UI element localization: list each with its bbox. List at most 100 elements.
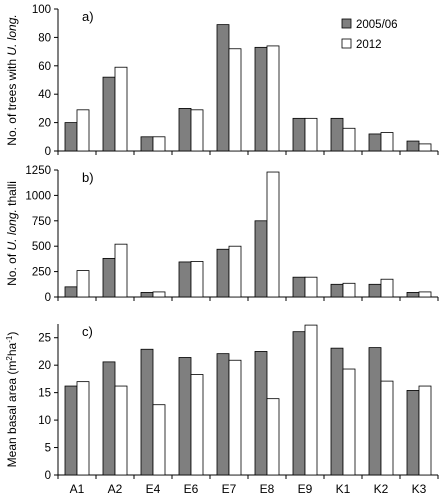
x-category-label: E4 <box>146 482 161 496</box>
bar-s2-E6 <box>190 261 204 298</box>
bar-s2-E6 <box>190 374 204 476</box>
bar-s1-A1 <box>64 286 78 298</box>
bar-s1-K2 <box>368 347 382 476</box>
y-label-sup: 2 <box>5 356 14 361</box>
bar-s1-K1 <box>330 283 344 298</box>
legend-label: 2012 <box>356 39 382 51</box>
bar-s1-E9 <box>292 276 306 298</box>
bar-s2-A2 <box>114 243 128 298</box>
bar-s1-E7 <box>216 248 230 298</box>
panel-b: 0 250 500 750 1000 1250 b) No. of U. long. thal… <box>5 165 439 304</box>
bar-s2-E7 <box>228 359 242 476</box>
bar-s1-A2 <box>102 361 116 476</box>
legend-label: 2005/06 <box>356 19 398 31</box>
bar-s2-E9 <box>304 276 318 298</box>
x-category-label: A2 <box>108 482 123 496</box>
bar-s1-K3 <box>406 140 420 152</box>
bar-s2-E9 <box>304 117 318 152</box>
panel-a: 0 20 40 60 80 100 a) No. of trees with U. long.… <box>5 4 439 158</box>
bar-s2-K2 <box>380 380 394 476</box>
bar-s1-E8 <box>254 351 268 476</box>
x-category-label: K1 <box>336 482 351 496</box>
bar-s1-E4 <box>140 136 154 152</box>
bar-s1-E4 <box>140 348 154 476</box>
bar-s1-E4 <box>140 292 154 298</box>
x-category-label: E6 <box>184 482 199 496</box>
bar-s2-E7 <box>228 48 242 152</box>
legend-swatch <box>341 38 352 49</box>
bar-s1-E8 <box>254 220 268 298</box>
y-tick-label: 10 <box>38 415 51 427</box>
bar-s1-E7 <box>216 353 230 476</box>
y-tick-label: 250 <box>32 267 51 279</box>
bar-s2-K2 <box>380 132 394 152</box>
bar-s2-K1 <box>342 368 356 476</box>
y-tick-label: 1250 <box>25 165 51 177</box>
y-tick-label: 40 <box>38 89 51 101</box>
y-label-italic: U. long. <box>5 14 19 55</box>
bar-s2-K3 <box>418 143 432 152</box>
bar-s1-A2 <box>102 257 116 298</box>
x-category-label: K2 <box>374 482 389 496</box>
bar-s1-E6 <box>178 261 192 298</box>
legend-swatch <box>341 18 352 29</box>
y-axis-label: No. of trees with U. long. <box>5 14 19 145</box>
bar-s2-A2 <box>114 66 128 152</box>
bar-s2-K3 <box>418 385 432 476</box>
bar-s2-K1 <box>342 282 356 298</box>
bar-s2-A2 <box>114 385 128 476</box>
y-label-text: No. of trees with <box>5 56 19 146</box>
bar-s1-K2 <box>368 133 382 152</box>
bar-s2-E9 <box>304 324 318 476</box>
bar-s1-A1 <box>64 122 78 152</box>
y-tick-label: 20 <box>38 118 51 130</box>
bar-s2-E7 <box>228 245 242 298</box>
bar-s2-E6 <box>190 109 204 152</box>
x-category-label: E7 <box>222 482 237 496</box>
y-tick-label: 0 <box>45 292 51 304</box>
panel-label: c) <box>82 324 93 339</box>
bar-s1-E6 <box>178 357 192 476</box>
bar-s1-K2 <box>368 283 382 298</box>
bar-s2-E8 <box>266 171 280 298</box>
bar-s1-E6 <box>178 108 192 152</box>
panel-c: 0 5 10 15 20 25 A1 A2 E4 E6 E7 E8 E9 K1 K2 K3 c) Mean bas… <box>5 324 439 496</box>
y-tick-label: 15 <box>38 388 51 400</box>
y-label-text: thalli <box>5 181 19 209</box>
x-category-label: E9 <box>298 482 313 496</box>
y-tick-label: 1000 <box>25 190 51 202</box>
bar-s1-E7 <box>216 24 230 152</box>
bar-s1-E9 <box>292 331 306 476</box>
bar-s1-E8 <box>254 46 268 152</box>
panel-label: a) <box>82 9 94 24</box>
bar-s1-A2 <box>102 76 116 152</box>
y-label-text: Mean basal area (m <box>5 361 19 468</box>
x-category-label: A1 <box>70 482 85 496</box>
bar-s1-K1 <box>330 117 344 152</box>
bar-s2-E4 <box>152 291 166 298</box>
y-tick-label: 60 <box>38 61 51 73</box>
bar-s2-A1 <box>76 270 90 298</box>
panel-label: b) <box>82 170 94 185</box>
y-tick-label: 750 <box>32 216 51 228</box>
y-label-italic: U. long. <box>5 209 19 250</box>
y-label-text: ) <box>5 332 19 336</box>
y-tick-label: 20 <box>38 360 51 372</box>
x-category-label: E8 <box>260 482 275 496</box>
bar-s2-A1 <box>76 381 90 476</box>
y-axis-label: No. of U. long. thalli <box>5 181 19 286</box>
bar-s1-K1 <box>330 347 344 476</box>
bar-s1-A1 <box>64 385 78 476</box>
y-label-sup: -1 <box>5 335 14 343</box>
bar-s2-E8 <box>266 398 280 476</box>
y-label-text: ha <box>5 342 19 356</box>
legend: 2005/06 2012 <box>341 18 398 51</box>
bar-s2-A1 <box>76 109 90 152</box>
x-category-label: K3 <box>412 482 427 496</box>
bar-s2-K2 <box>380 278 394 298</box>
bar-s2-K3 <box>418 291 432 298</box>
y-tick-label: 80 <box>38 32 51 44</box>
bar-s2-E8 <box>266 45 280 152</box>
